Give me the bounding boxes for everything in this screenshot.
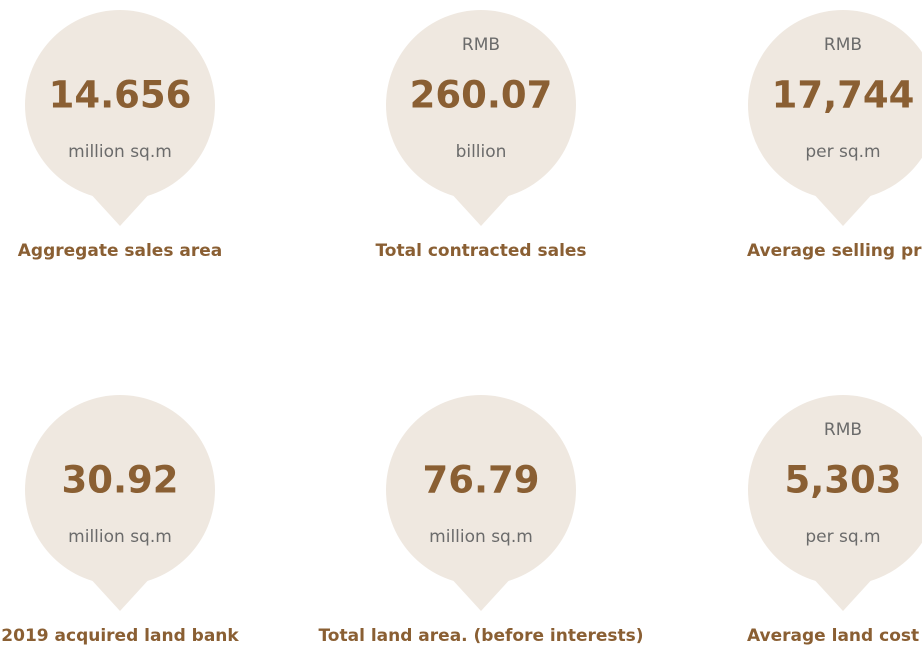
prefix: RMB [462, 35, 500, 55]
stat-card: 76.79 million sq.m Total land area. (befor… [318, 395, 644, 646]
unit: million sq.m [68, 527, 172, 547]
bubble [25, 10, 215, 200]
unit: million sq.m [68, 142, 172, 162]
unit: per sq.m [805, 527, 880, 547]
value: 17,744 [772, 74, 915, 117]
value: 14.656 [49, 74, 192, 117]
teardrop [449, 576, 513, 611]
teardrop [811, 576, 875, 611]
unit: billion [456, 142, 507, 162]
stat-card: 14.656 million sq.m Aggregate sales area [18, 10, 222, 261]
bubble [25, 395, 215, 585]
stat-card: RMB 5,303 per sq.m Average land cost [747, 395, 922, 646]
value: 260.07 [410, 74, 553, 117]
bubble [386, 395, 576, 585]
bubble [748, 395, 922, 585]
stat-card: RMB 260.07 billion Total contracted sales [375, 10, 587, 261]
label: Total contracted sales [375, 241, 586, 261]
value: 5,303 [784, 459, 901, 502]
teardrop [88, 191, 152, 226]
label: Total land area. (before interests) [318, 626, 643, 646]
prefix: RMB [824, 35, 862, 55]
unit: per sq.m [805, 142, 880, 162]
teardrop [811, 191, 875, 226]
label: 2019 acquired land bank [1, 626, 239, 646]
teardrop [449, 191, 513, 226]
prefix: RMB [824, 420, 862, 440]
label: Average land cost [747, 626, 919, 646]
value: 30.92 [61, 459, 178, 502]
unit: million sq.m [429, 527, 533, 547]
bubble [748, 10, 922, 200]
bubble [386, 10, 576, 200]
stat-card: RMB 17,744 per sq.m Average selling pric [747, 10, 922, 261]
teardrop [88, 576, 152, 611]
label: Aggregate sales area [18, 241, 222, 261]
stat-card: 30.92 million sq.m 2019 acquired land bank [1, 395, 239, 646]
label: Average selling pric [747, 241, 922, 261]
value: 76.79 [422, 459, 539, 502]
